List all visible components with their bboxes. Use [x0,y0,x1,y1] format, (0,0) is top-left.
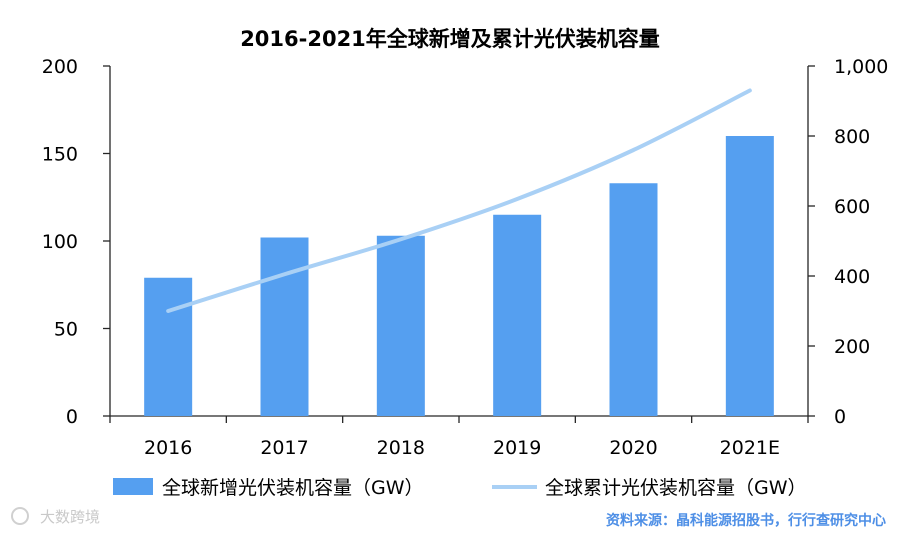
y-left-tick-labels: 0 50 100 150 200 [42,56,78,428]
y-left-tick-label: 50 [54,319,78,341]
x-tick-label: 2020 [609,437,657,459]
y-left-tick-label: 150 [42,144,78,166]
y-right-tick-labels: 0 200 400 600 800 1,000 [834,56,888,428]
y-right-tick-label: 600 [834,196,870,218]
bar [377,236,425,416]
legend: 全球新增光伏装机容量（GW） 全球累计光伏装机容量（GW） [113,477,807,499]
source-note: 资料来源：晶科能源招股书，行行查研究中心 [606,512,886,529]
y-right-tick-label: 0 [834,406,846,428]
y-left-tick-label: 100 [42,231,78,253]
legend-label-bar: 全球新增光伏装机容量（GW） [162,477,424,499]
y-left-tick-label: 0 [66,406,78,428]
axes [103,66,815,423]
line-series [168,91,750,312]
bar-series [144,136,774,416]
bar [610,183,658,416]
bar [726,136,774,416]
x-tick-labels: 2016 2017 2018 2019 2020 2021E [144,437,780,459]
bar [261,238,309,417]
legend-swatch-bar [113,478,153,495]
y-right-tick-label: 1,000 [834,56,888,78]
x-tick-label: 2021E [720,437,780,459]
cumulative-line [168,91,750,312]
y-right-tick-label: 400 [834,266,870,288]
x-tick-label: 2018 [377,437,425,459]
watermark-text: 大数跨境 [40,508,100,526]
bar [144,278,192,416]
chart-title: 2016-2021年全球新增及累计光伏装机容量 [240,27,660,51]
y-left-tick-label: 200 [42,56,78,78]
bar [493,215,541,416]
watermark: 大数跨境 [12,508,100,526]
x-tick-label: 2019 [493,437,541,459]
watermark-logo-icon [12,508,28,524]
y-right-tick-label: 800 [834,126,870,148]
x-tick-label: 2016 [144,437,192,459]
y-right-tick-label: 200 [834,336,870,358]
legend-label-line: 全球累计光伏装机容量（GW） [545,477,807,499]
x-tick-label: 2017 [260,437,308,459]
